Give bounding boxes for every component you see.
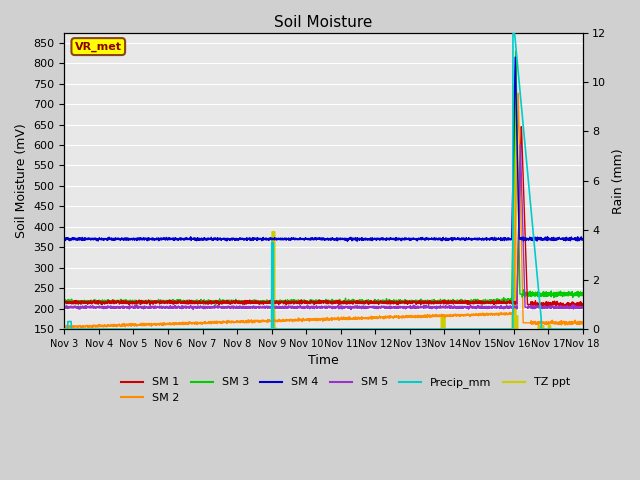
Title: Soil Moisture: Soil Moisture — [275, 15, 372, 30]
Legend: SM 1, SM 2, SM 3, SM 4, SM 5, Precip_mm, TZ ppt: SM 1, SM 2, SM 3, SM 4, SM 5, Precip_mm,… — [116, 373, 575, 408]
Y-axis label: Rain (mm): Rain (mm) — [612, 148, 625, 214]
Y-axis label: Soil Moisture (mV): Soil Moisture (mV) — [15, 123, 28, 238]
Text: VR_met: VR_met — [75, 41, 122, 52]
X-axis label: Time: Time — [308, 354, 339, 367]
